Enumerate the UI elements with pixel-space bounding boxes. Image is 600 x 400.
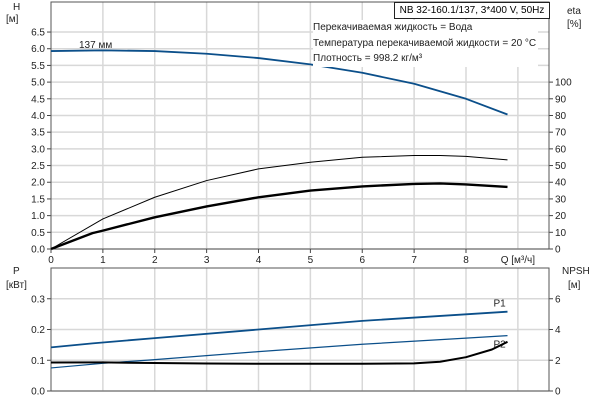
y-tick-label: 0.1 — [31, 356, 45, 367]
y2-tick-label: 40 — [555, 178, 567, 189]
y-tick-label: 1.5 — [31, 194, 45, 205]
y2-tick-label: 80 — [555, 111, 567, 122]
y-tick-label: 5.0 — [31, 78, 45, 89]
y2-tick-label: 70 — [555, 128, 567, 139]
series-label: P1 — [494, 299, 507, 310]
y-tick-label: 1.0 — [31, 211, 45, 222]
x-tick-label: 5 — [308, 255, 314, 266]
series-line-eta-total-curve — [50, 182, 508, 251]
y-axis-unit: [кВт] — [6, 280, 27, 291]
model-title: NB 32-160.1/137, 3*400 V, 50Hz — [399, 5, 545, 16]
series-line-p1 — [50, 310, 508, 349]
plot-frame — [50, 267, 550, 392]
x-tick-label: 7 — [411, 255, 417, 266]
curve-annotation: 137 мм — [79, 40, 112, 51]
y-tick-label: 0.0 — [31, 245, 45, 256]
x-axis-label: Q [м³/ч] — [501, 255, 536, 266]
y-tick-label: 2.5 — [31, 161, 45, 172]
x-tick-label: 4 — [256, 255, 262, 266]
y2-tick-label: 2 — [555, 356, 561, 367]
x-tick-label: 2 — [152, 255, 158, 266]
y2-tick-label: 4 — [555, 325, 561, 336]
y-axis-label: P — [13, 266, 20, 277]
y-tick-label: 4.0 — [31, 111, 45, 122]
y-axis-unit: [м] — [6, 14, 19, 25]
y-tick-label: 0.0 — [31, 387, 45, 398]
x-tick-label: 6 — [359, 255, 365, 266]
y2-tick-label: 0 — [555, 245, 561, 256]
series-line-npsh-curve — [50, 340, 508, 365]
y2-tick-label: 90 — [555, 94, 567, 105]
x-tick-label: 3 — [204, 255, 210, 266]
x-tick-label: 8 — [463, 255, 469, 266]
model-title-box: NB 32-160.1/137, 3*400 V, 50Hz — [394, 2, 550, 19]
y-tick-label: 0.2 — [31, 325, 45, 336]
x-tick-label: 1 — [100, 255, 106, 266]
fluid-info-line: Перекачиваемая жидкость = Вода — [313, 22, 473, 33]
fluid-info: Перекачиваемая жидкость = Вода Температу… — [313, 20, 539, 67]
fluid-info-line: Температура перекачиваемой жидкости = 20… — [313, 37, 537, 49]
series-line-eta-curve — [50, 155, 508, 250]
y2-tick-label: 6 — [555, 294, 561, 305]
y2-tick-label: 0 — [555, 387, 561, 398]
y-tick-label: 6.5 — [31, 28, 45, 39]
y2-axis-label: NPSH — [562, 266, 590, 277]
y2-tick-label: 20 — [555, 211, 567, 222]
y2-tick-label: 60 — [555, 144, 567, 155]
y-tick-label: 3.5 — [31, 128, 45, 139]
y-tick-label: 6.0 — [31, 44, 45, 55]
y2-tick-label: 50 — [555, 161, 567, 172]
y-tick-label: 0.3 — [31, 294, 45, 305]
plot-frame — [50, 1, 550, 250]
y-axis-label: H — [13, 2, 20, 13]
y-tick-label: 3.0 — [31, 144, 45, 155]
y-tick-label: 5.5 — [31, 61, 45, 72]
y2-tick-label: 30 — [555, 194, 567, 205]
y-tick-label: 4.5 — [31, 94, 45, 105]
y2-axis-unit: [%] — [567, 19, 582, 30]
y2-axis-unit: [м] — [568, 280, 581, 291]
series-line-h-curve — [50, 49, 508, 116]
y-tick-label: 0.5 — [31, 228, 45, 239]
x-tick-label: 0 — [48, 255, 54, 266]
fluid-info-line: Плотность = 998.2 кг/м³ — [313, 53, 423, 64]
y2-axis-label: eta — [567, 6, 581, 17]
y-tick-label: 2.0 — [31, 178, 45, 189]
y2-tick-label: 10 — [555, 228, 567, 239]
y2-tick-label: 100 — [555, 78, 572, 89]
